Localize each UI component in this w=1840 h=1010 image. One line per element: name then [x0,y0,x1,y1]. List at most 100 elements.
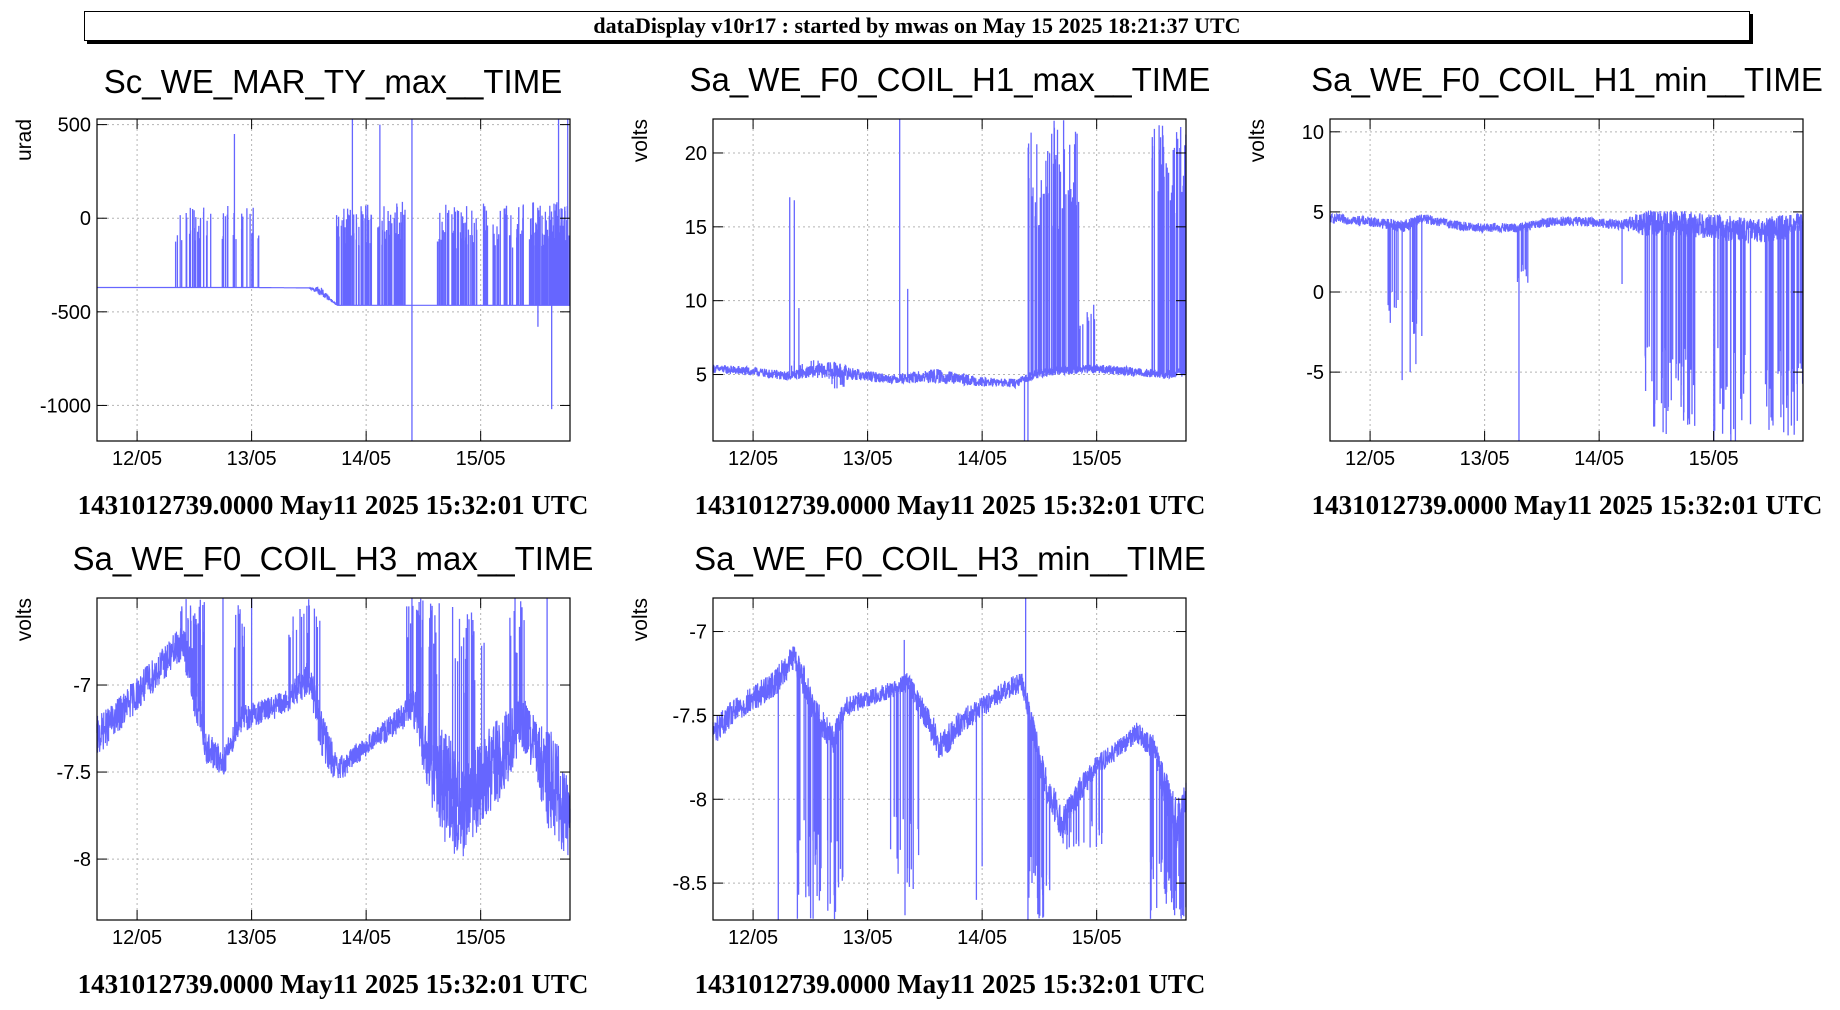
series-line [1329,210,1804,244]
series-burst [1516,226,1529,283]
series-burst [1062,761,1103,850]
axes: 12/05 13/05 14/05 15/05 20 15 10 5 [685,119,1186,470]
chart-footer: 1431012739.0000 May11 2025 15:32:01 UTC [695,969,1206,999]
chart-footer: 1431012739.0000 May11 2025 15:32:01 UTC [1312,490,1823,520]
series-burst [233,605,245,734]
x-tick-label: 13/05 [227,927,277,949]
y-tick-label: -5 [1306,362,1324,384]
y-tick-label: 10 [1302,122,1324,144]
series-burst [1078,304,1096,370]
y-tick-label: -8 [73,849,91,871]
axes: 12/05 13/05 14/05 15/05 10 5 0 -5 [1302,119,1803,470]
chart-footer: 1431012739.0000 May11 2025 15:32:01 UTC [78,969,589,999]
series-burst [221,206,260,288]
series-burst [451,607,485,816]
x-tick-label: 13/05 [1460,448,1510,470]
x-tick-label: 15/05 [456,448,506,470]
series-burst [826,712,844,919]
y-tick-label: 500 [58,115,91,137]
grid [713,598,1186,920]
y-axis-label: volts [629,598,652,641]
plot-frame [712,597,1187,921]
axes: 12/05 13/05 14/05 15/05 500 0 -500 -1000 [40,115,570,470]
y-axis-label: volts [629,119,652,162]
x-tick-label: 12/05 [112,448,162,470]
series-burst [1764,224,1804,436]
series-burst [180,599,205,739]
x-tick-label: 12/05 [1345,448,1395,470]
chart-title: Sa_WE_F0_COIL_H3_min__TIME [694,540,1206,577]
y-tick-label: -8.5 [673,873,707,895]
y-tick-label: 20 [685,143,707,165]
y-tick-label: -500 [51,302,91,324]
plot-frame [96,597,571,921]
plot-frame [712,118,1187,442]
y-tick-label: -8 [689,789,707,811]
chart-title: Sc_WE_MAR_TY_max__TIME [104,63,562,100]
series-burst [377,201,406,306]
series-burst [174,207,212,288]
chart-title: Sa_WE_F0_COIL_H1_max__TIME [690,61,1211,98]
series-burst [889,682,920,916]
plot-frame [1329,118,1804,442]
x-tick-label: 15/05 [1072,448,1122,470]
plot-frame [96,118,571,442]
series-burst [1028,711,1051,919]
y-tick-label: -7.5 [673,705,707,727]
x-tick-label: 14/05 [957,927,1007,949]
series-line [712,646,1187,849]
y-tick-label: -7.5 [57,762,91,784]
x-tick-label: 13/05 [843,448,893,470]
x-tick-label: 14/05 [1574,448,1624,470]
series-burst [1027,120,1080,378]
x-tick-label: 14/05 [957,448,1007,470]
series-trace [1329,210,1804,441]
y-tick-label: -7 [73,675,91,697]
x-tick-label: 12/05 [728,927,778,949]
chart-footer: 1431012739.0000 May11 2025 15:32:01 UTC [695,490,1206,520]
y-tick-label: 0 [80,208,91,230]
y-tick-label: 5 [696,365,707,387]
x-tick-label: 13/05 [227,448,277,470]
series-trace [96,598,571,857]
grid [1330,119,1803,441]
chart-title: Sa_WE_F0_COIL_H3_max__TIME [73,540,594,577]
series-burst [482,203,524,306]
series-line [96,626,571,857]
y-tick-label: -7 [689,622,707,644]
banner: dataDisplay v10r17 : started by mwas on … [84,11,1750,41]
x-tick-label: 14/05 [341,927,391,949]
series-trace [712,598,1187,920]
y-tick-label: -1000 [40,395,91,417]
series-burst [1151,125,1187,375]
series-burst [796,665,822,919]
y-axis-label: urad [13,119,36,161]
series-burst [436,204,478,306]
series-burst [1387,224,1399,323]
series-trace [97,119,571,441]
series-trace [712,119,1187,441]
x-tick-label: 15/05 [1689,448,1739,470]
y-tick-label: 15 [685,217,707,239]
x-tick-label: 13/05 [843,927,893,949]
series-burst [288,599,321,726]
series-burst [1411,218,1423,336]
series-burst [528,202,571,306]
axes: 12/05 13/05 14/05 15/05 -7 -7.5 -8 [57,598,570,949]
axes: 12/05 13/05 14/05 15/05 -7 -7.5 -8 -8.5 [673,598,1186,949]
x-tick-label: 12/05 [728,448,778,470]
x-tick-label: 15/05 [1072,927,1122,949]
series-burst [509,601,525,742]
y-tick-label: 5 [1313,202,1324,224]
chart-title: Sa_WE_F0_COIL_H1_min__TIME [1311,61,1823,98]
series-burst [1149,745,1187,919]
series-burst [831,370,845,389]
series-burst [1713,226,1752,441]
y-tick-label: 0 [1313,282,1324,304]
y-axis-label: volts [13,598,36,641]
